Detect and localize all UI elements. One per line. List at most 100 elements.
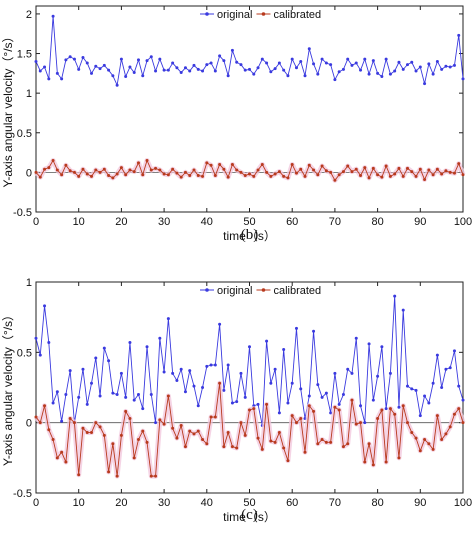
y-tick-label: -0.5 <box>13 488 32 500</box>
data-point-calibrated <box>213 174 217 178</box>
data-point-original <box>205 63 209 67</box>
data-point-original <box>307 47 311 51</box>
data-point-calibrated <box>418 449 422 453</box>
data-point-calibrated <box>128 168 132 172</box>
data-point-original <box>341 393 345 397</box>
data-point-calibrated <box>384 164 388 168</box>
data-point-original <box>85 61 89 65</box>
data-point-original <box>183 66 187 70</box>
data-point-calibrated <box>423 178 427 182</box>
data-point-original <box>196 404 200 408</box>
data-point-calibrated <box>303 450 307 454</box>
data-point-original <box>171 61 175 65</box>
data-point-original <box>427 401 431 405</box>
x-tick-label: 10 <box>73 497 85 509</box>
data-point-calibrated <box>354 167 358 171</box>
data-point-original <box>367 72 371 76</box>
data-point-original <box>248 345 251 349</box>
y-tick-label: 0 <box>26 418 32 430</box>
data-point-calibrated <box>192 168 196 172</box>
data-point-original <box>230 48 234 52</box>
data-point-original <box>393 69 397 73</box>
data-point-original <box>51 14 55 18</box>
data-point-original <box>209 61 213 65</box>
data-point-original <box>359 68 363 72</box>
data-point-original <box>294 326 298 330</box>
data-point-calibrated <box>299 416 303 420</box>
data-point-original <box>277 61 281 65</box>
data-point-calibrated <box>119 433 123 437</box>
data-point-calibrated <box>85 172 89 176</box>
data-point-original <box>277 411 281 415</box>
data-point-calibrated <box>166 173 170 177</box>
data-point-calibrated <box>183 445 187 449</box>
data-point-original <box>136 393 140 397</box>
plot-frame <box>35 281 464 494</box>
data-point-original <box>384 57 388 61</box>
data-point-original <box>354 61 358 65</box>
data-point-original <box>179 367 183 371</box>
data-point-calibrated <box>136 161 140 165</box>
data-point-calibrated <box>388 174 392 178</box>
data-point-original <box>461 398 465 402</box>
data-point-original <box>90 381 94 385</box>
y-tick-label: 1 <box>26 88 32 100</box>
data-point-calibrated <box>235 168 239 172</box>
data-point-original <box>388 371 392 375</box>
data-point-calibrated <box>277 170 281 174</box>
data-point-calibrated <box>367 442 371 446</box>
data-point-original <box>282 68 286 72</box>
data-point-calibrated <box>94 421 98 425</box>
data-point-calibrated <box>141 429 145 433</box>
data-point-calibrated <box>34 415 38 419</box>
data-point-original <box>243 395 247 399</box>
data-point-calibrated <box>81 426 85 430</box>
data-point-calibrated <box>166 394 170 398</box>
data-point-calibrated <box>457 162 461 166</box>
data-point-original <box>346 57 350 61</box>
data-point-original <box>350 371 354 375</box>
data-point-original <box>34 336 38 340</box>
data-point-original <box>60 419 64 423</box>
data-point-calibrated <box>201 438 205 442</box>
data-point-original <box>72 57 76 61</box>
data-point-original <box>269 381 273 385</box>
data-point-calibrated <box>64 163 68 167</box>
data-point-original <box>324 391 328 395</box>
data-point-calibrated <box>337 408 341 412</box>
chart-panel-0: 0 10 20 30 40 50 60 70 80 90 100-0.500.511.52 origi… <box>1 5 472 243</box>
data-point-calibrated <box>196 174 200 178</box>
data-point-calibrated <box>346 164 350 168</box>
data-point-original <box>111 74 115 78</box>
data-point-original <box>359 404 363 408</box>
data-point-original <box>38 69 42 73</box>
data-point-calibrated <box>154 166 158 170</box>
data-point-calibrated <box>260 447 264 451</box>
data-point-original <box>440 386 444 389</box>
data-point-original <box>154 421 158 425</box>
x-tick-label: 30 <box>158 497 170 509</box>
data-point-original <box>145 345 149 349</box>
data-point-calibrated <box>222 167 226 171</box>
data-point-original <box>363 421 367 425</box>
data-point-calibrated <box>68 416 72 420</box>
data-point-calibrated <box>329 170 333 174</box>
data-point-calibrated <box>248 172 251 176</box>
x-tick-label: 90 <box>414 216 426 228</box>
data-point-original <box>299 387 303 391</box>
y-axis-title: Y-axis angular velocity（°/s） <box>1 30 15 187</box>
data-point-calibrated <box>226 175 230 179</box>
data-point-original <box>423 394 427 398</box>
data-point-calibrated <box>47 428 51 432</box>
data-point-calibrated <box>43 404 47 408</box>
data-point-original <box>282 348 286 352</box>
data-point-original <box>376 374 380 378</box>
data-point-original <box>188 369 192 373</box>
data-point-calibrated <box>457 407 461 411</box>
data-point-original <box>94 64 98 68</box>
data-point-calibrated <box>341 445 345 449</box>
data-point-original <box>98 394 102 398</box>
legend-label: calibrated <box>273 9 321 21</box>
data-point-calibrated <box>102 167 106 171</box>
